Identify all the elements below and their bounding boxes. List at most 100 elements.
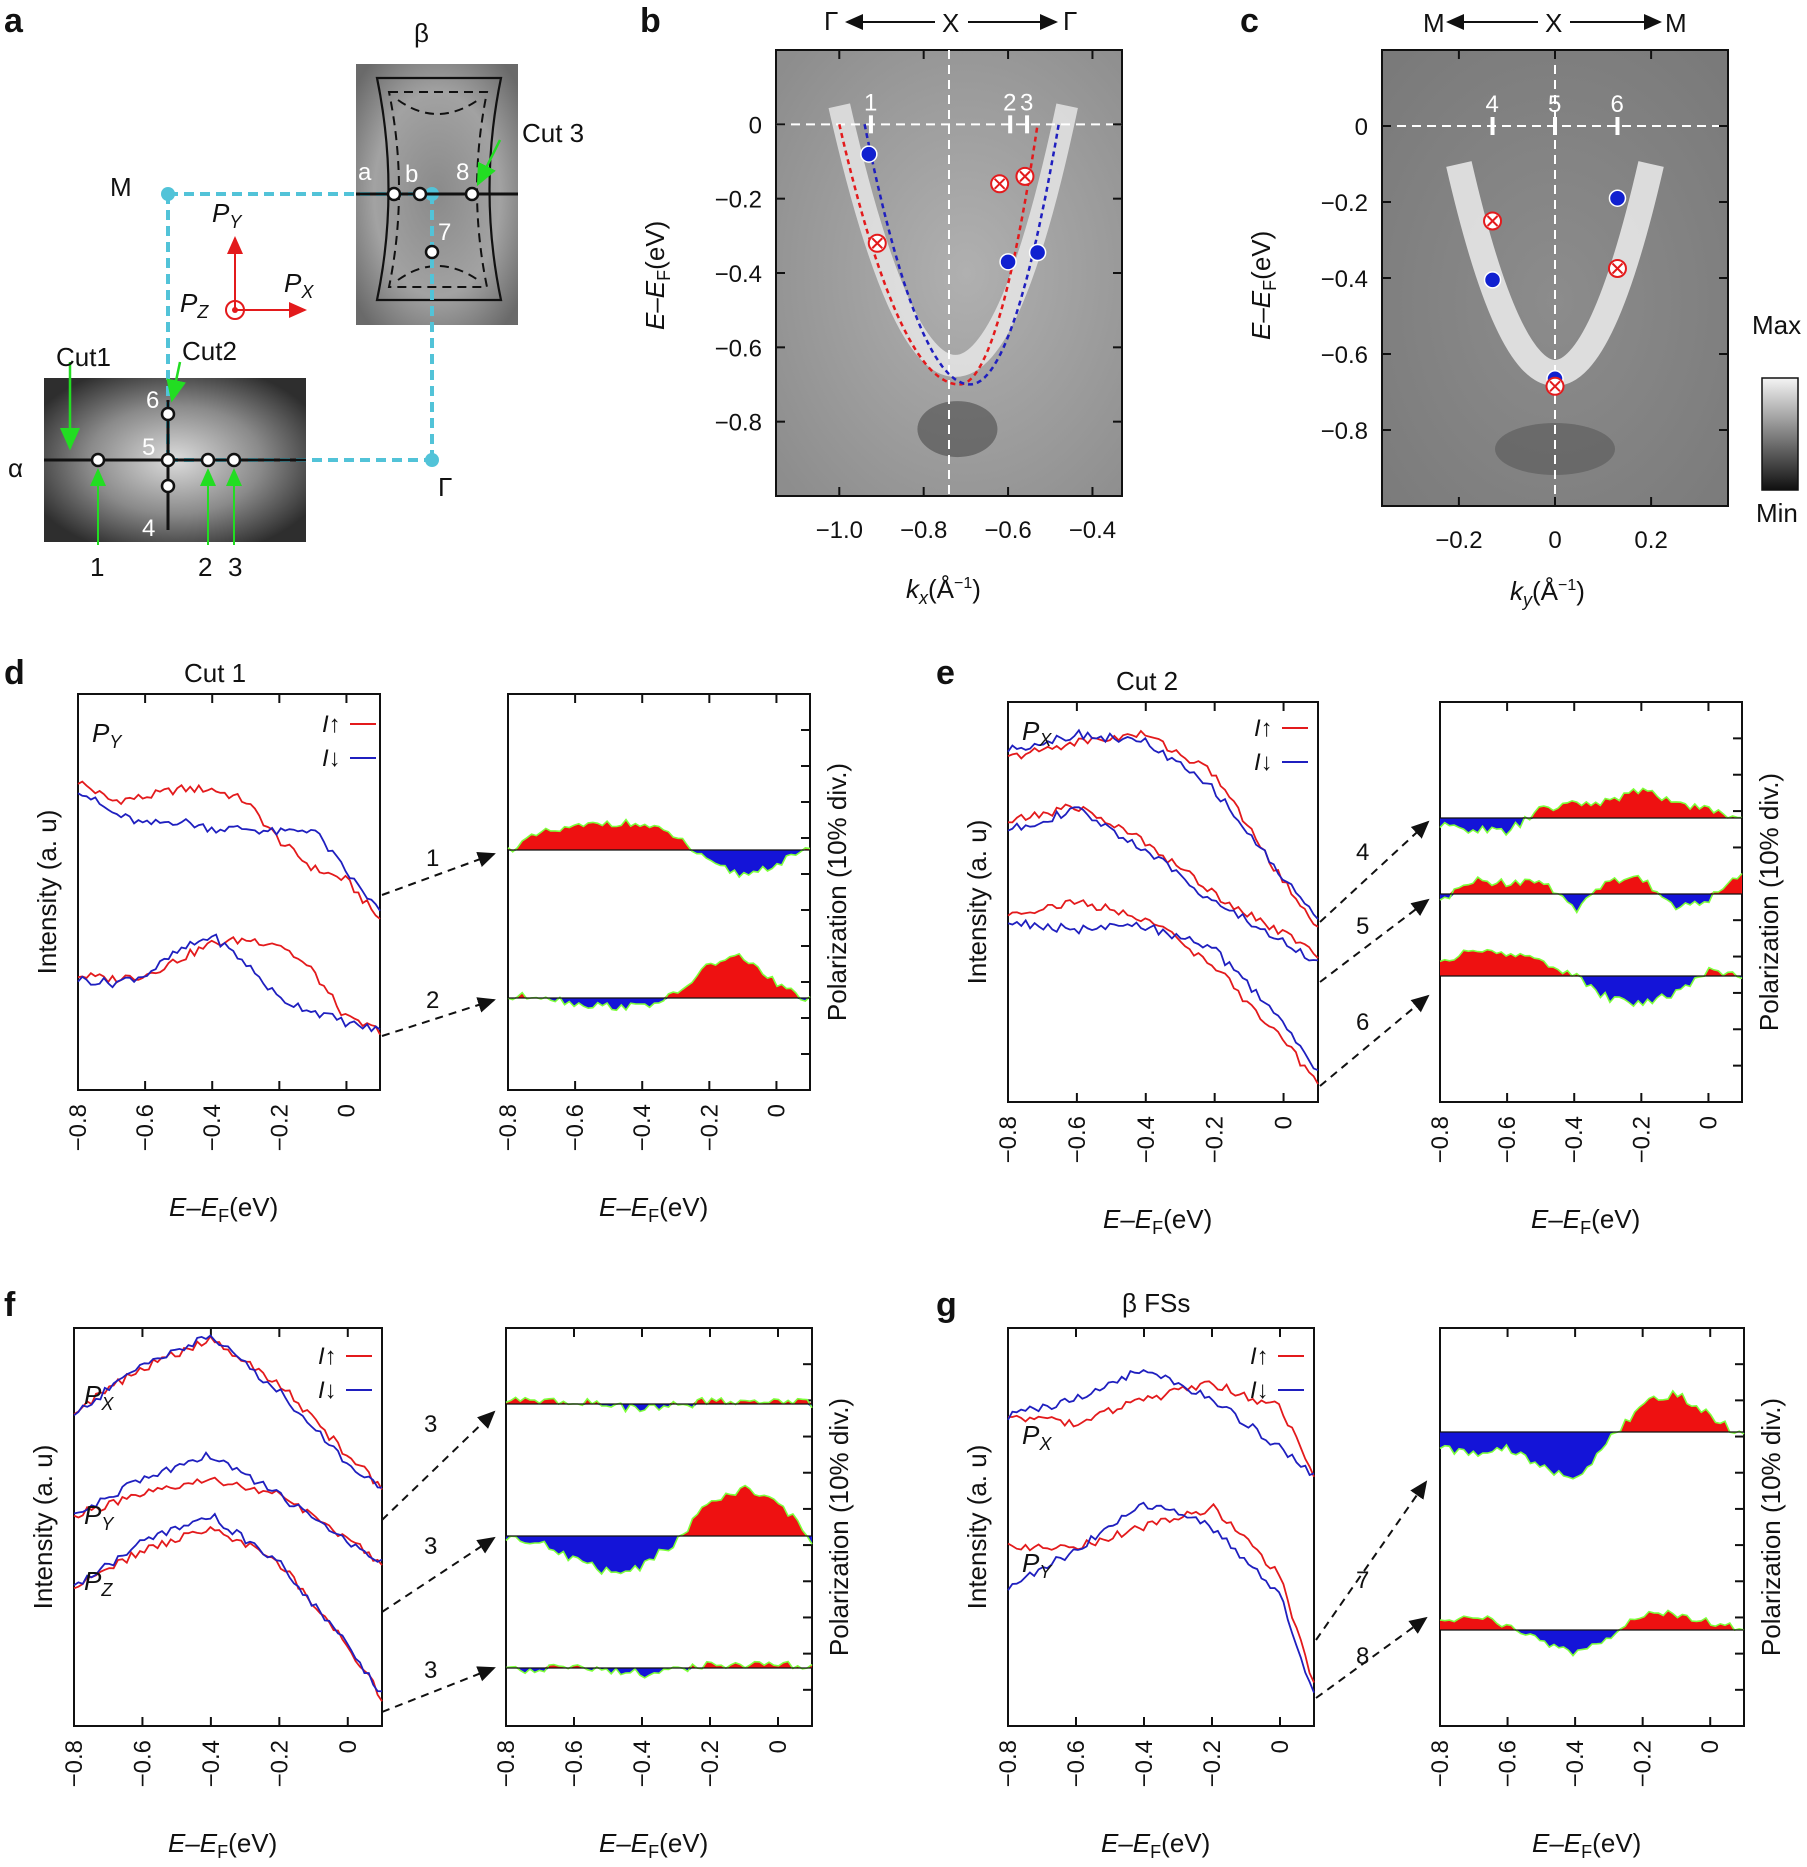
dashed-arrow — [381, 1410, 496, 1521]
alpha-point-4: 4 — [142, 515, 155, 542]
polarization-channel-label: PX — [1022, 716, 1052, 750]
polarization-error-trace — [1439, 948, 1743, 1008]
x-tick-label: −0.6 — [1063, 1740, 1090, 1787]
y-tick-label: −0.6 — [715, 335, 762, 362]
beta-point-a: a — [358, 159, 372, 186]
y-tick-label: −0.4 — [715, 261, 762, 288]
plot-axes: −0.8 −0.6 −0.4 −0.2 0 E–EF(eV) Polarization (1… — [493, 1327, 854, 1862]
x-tick-label: −0.2 — [1435, 527, 1482, 554]
dashed-arrow — [381, 1666, 496, 1713]
band-fit-curve — [863, 124, 1060, 386]
x-label-main: E–E — [1531, 1204, 1581, 1234]
x-label-main: E–E — [1101, 1828, 1151, 1858]
cut-number-1: 1 — [90, 552, 104, 582]
c-top-left: M — [1423, 8, 1445, 38]
marker-4: 4 — [1356, 839, 1369, 866]
dashed-arrow — [1315, 1616, 1428, 1699]
x-tick-label: −0.8 — [900, 517, 947, 544]
plot-frame — [1439, 1327, 1745, 1727]
spin-down-point — [1028, 243, 1047, 262]
panel-g-label: g — [936, 1286, 957, 1324]
legend: I↑ I↓ — [1250, 1343, 1304, 1404]
dashed-arrow — [1319, 994, 1430, 1087]
cut-mark-label: 5 — [1548, 91, 1561, 118]
intensity-curve — [73, 1451, 383, 1563]
marker-5: 5 — [1356, 913, 1369, 940]
x-axis-label: E–EF(eV) — [169, 1192, 278, 1226]
x-label-unit: (eV) — [1161, 1828, 1210, 1858]
plot-axes: −0.8 −0.6 −0.4 −0.2 0 E–EF(eV) Polarization (1… — [1427, 1327, 1786, 1862]
b-heatmap-content: 1 2 3 0 −0.2 −0.4 −0.6 −0.8 −1.0 −0.8 −0.6 −0.4 — [715, 50, 1122, 544]
polarization-positive-area — [506, 1397, 812, 1404]
gamma-label: Γ — [438, 472, 452, 502]
legend-down-label: I↓ — [1250, 1377, 1269, 1404]
spin-up-cross — [1549, 380, 1561, 393]
x-tick-label: 0 — [1548, 527, 1561, 554]
polarization-positive-area — [506, 1485, 812, 1536]
x-tick-label: −0.8 — [1427, 1116, 1454, 1163]
spin-down-point — [1608, 189, 1627, 207]
polarization-error-trace — [1439, 1609, 1745, 1657]
x-label-sub: F — [217, 1842, 228, 1862]
plot-axes: −0.8 −0.6 −0.4 −0.2 0 E–EF(eV) Intensity (a. u… — [962, 1327, 1315, 1862]
c-top-mid: X — [1545, 8, 1562, 38]
plot-frame — [505, 1327, 813, 1727]
x-label-unit: (eV) — [1592, 1828, 1641, 1858]
polarization-channel-label: PX — [84, 1380, 114, 1414]
polarization-channel-label: PY — [1022, 1548, 1053, 1582]
polarization-negative-area — [1440, 1630, 1744, 1656]
pz-axis-label: PZ — [180, 288, 209, 322]
intensity-curve — [1008, 1380, 1315, 1478]
spin-up-cross — [1486, 215, 1499, 227]
intensity-axis-label: Intensity (a. u) — [28, 1445, 58, 1610]
pol-sub: Y — [101, 1514, 115, 1534]
pol-sub: X — [1038, 1434, 1052, 1454]
intensity-curve — [73, 1334, 383, 1489]
dashed-arrow — [1315, 1480, 1428, 1641]
polarization-negative-area — [1440, 818, 1742, 835]
b-band-intensity — [828, 103, 1078, 377]
colorbar — [1761, 377, 1799, 491]
x-label-sub: F — [1580, 1218, 1591, 1238]
alpha-point-6: 6 — [146, 387, 159, 414]
legend-up-label: I↑ — [1254, 715, 1273, 742]
polarization-error-trace — [505, 1660, 813, 1679]
polarization-error-trace — [505, 1396, 813, 1414]
intensity-curve — [73, 1334, 383, 1490]
polarization-channel-label: PY — [84, 1500, 115, 1534]
plot-axes: −0.8 −0.6 −0.4 −0.2 0 E–EF(eV) Polarization (1… — [495, 693, 852, 1226]
x-tick-label: −0.6 — [1064, 1116, 1091, 1163]
alpha-point-5: 5 — [142, 434, 155, 461]
polarization-channel-label: PX — [1022, 1420, 1052, 1454]
polarization-negative-area — [1440, 976, 1742, 1007]
x-tick-label: −0.6 — [1495, 1740, 1522, 1787]
y-tick-label: −0.2 — [715, 187, 762, 214]
polarization-error-trace — [1439, 872, 1743, 914]
x-tick-label: −0.2 — [1630, 1740, 1657, 1787]
x-label-sub: F — [1152, 1218, 1163, 1238]
panel-b-label: b — [640, 2, 661, 40]
polarization-error-trace — [507, 818, 811, 879]
b-top-left: Γ — [824, 6, 838, 36]
lower-panels: d Cut 1 e Cut 2 f g β FSs −0.8 −0.6 −0.4 −0… — [4, 654, 1786, 1862]
x-tick-label: 0 — [763, 1104, 790, 1117]
x-label-sub: F — [218, 1206, 229, 1226]
m-point — [161, 187, 175, 201]
panel-b: b Γ X Γ 1 2 3 0 −0.2 −0.4 −0.6 −0.8 −1.0 −0.8 −0.6… — [640, 2, 1123, 608]
polarization-positive-area — [1440, 1610, 1744, 1630]
cut3-label: Cut 3 — [522, 118, 584, 148]
intensity-curve — [1007, 1369, 1315, 1477]
marker-2: 2 — [426, 987, 439, 1014]
x-tick-label: −0.8 — [61, 1740, 88, 1787]
plot-axes: −0.8 −0.6 −0.4 −0.2 0 E–EF(eV) Intensity (a. u… — [28, 1327, 383, 1862]
beta-inner-contour — [387, 91, 489, 288]
polarization-positive-area — [508, 819, 810, 850]
legend-up-label: I↑ — [1250, 1343, 1269, 1370]
x-tick-label: −0.2 — [1199, 1740, 1226, 1787]
intensity-curve — [1007, 803, 1319, 959]
pol-sub: Z — [100, 1580, 113, 1600]
dashed-arrow — [381, 851, 496, 896]
beta-outer-contour — [375, 76, 503, 302]
y-tick-label: 0 — [749, 112, 762, 139]
dashed-arrow — [381, 1536, 496, 1613]
